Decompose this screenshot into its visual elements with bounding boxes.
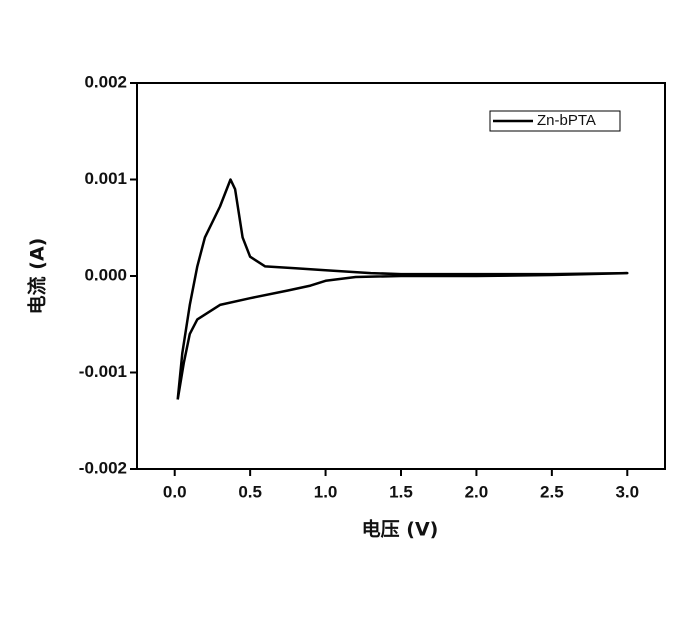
data-line [176,178,629,400]
y-axis-title: 电流 (A) [26,238,49,315]
x-tick-label: 0.5 [238,482,262,501]
x-tick-label: 1.5 [389,482,413,501]
x-tick-label: 0.0 [163,482,187,501]
legend-box [489,110,621,132]
y-tick-label: -0.002 [79,458,127,477]
y-tick-label: 0.001 [84,169,127,188]
x-axis-title: 电压 (V) [362,518,439,541]
y-tick-label: 0.000 [84,265,127,284]
y-tick-label: 0.002 [84,72,127,91]
y-tick-label: -0.001 [79,362,127,381]
legend-label: Zn-bPTA [537,112,596,129]
x-tick-label: 2.0 [465,482,489,501]
x-tick-label: 3.0 [615,482,639,501]
x-tick-label: 1.0 [314,482,338,501]
x-tick-label: 2.5 [540,482,564,501]
